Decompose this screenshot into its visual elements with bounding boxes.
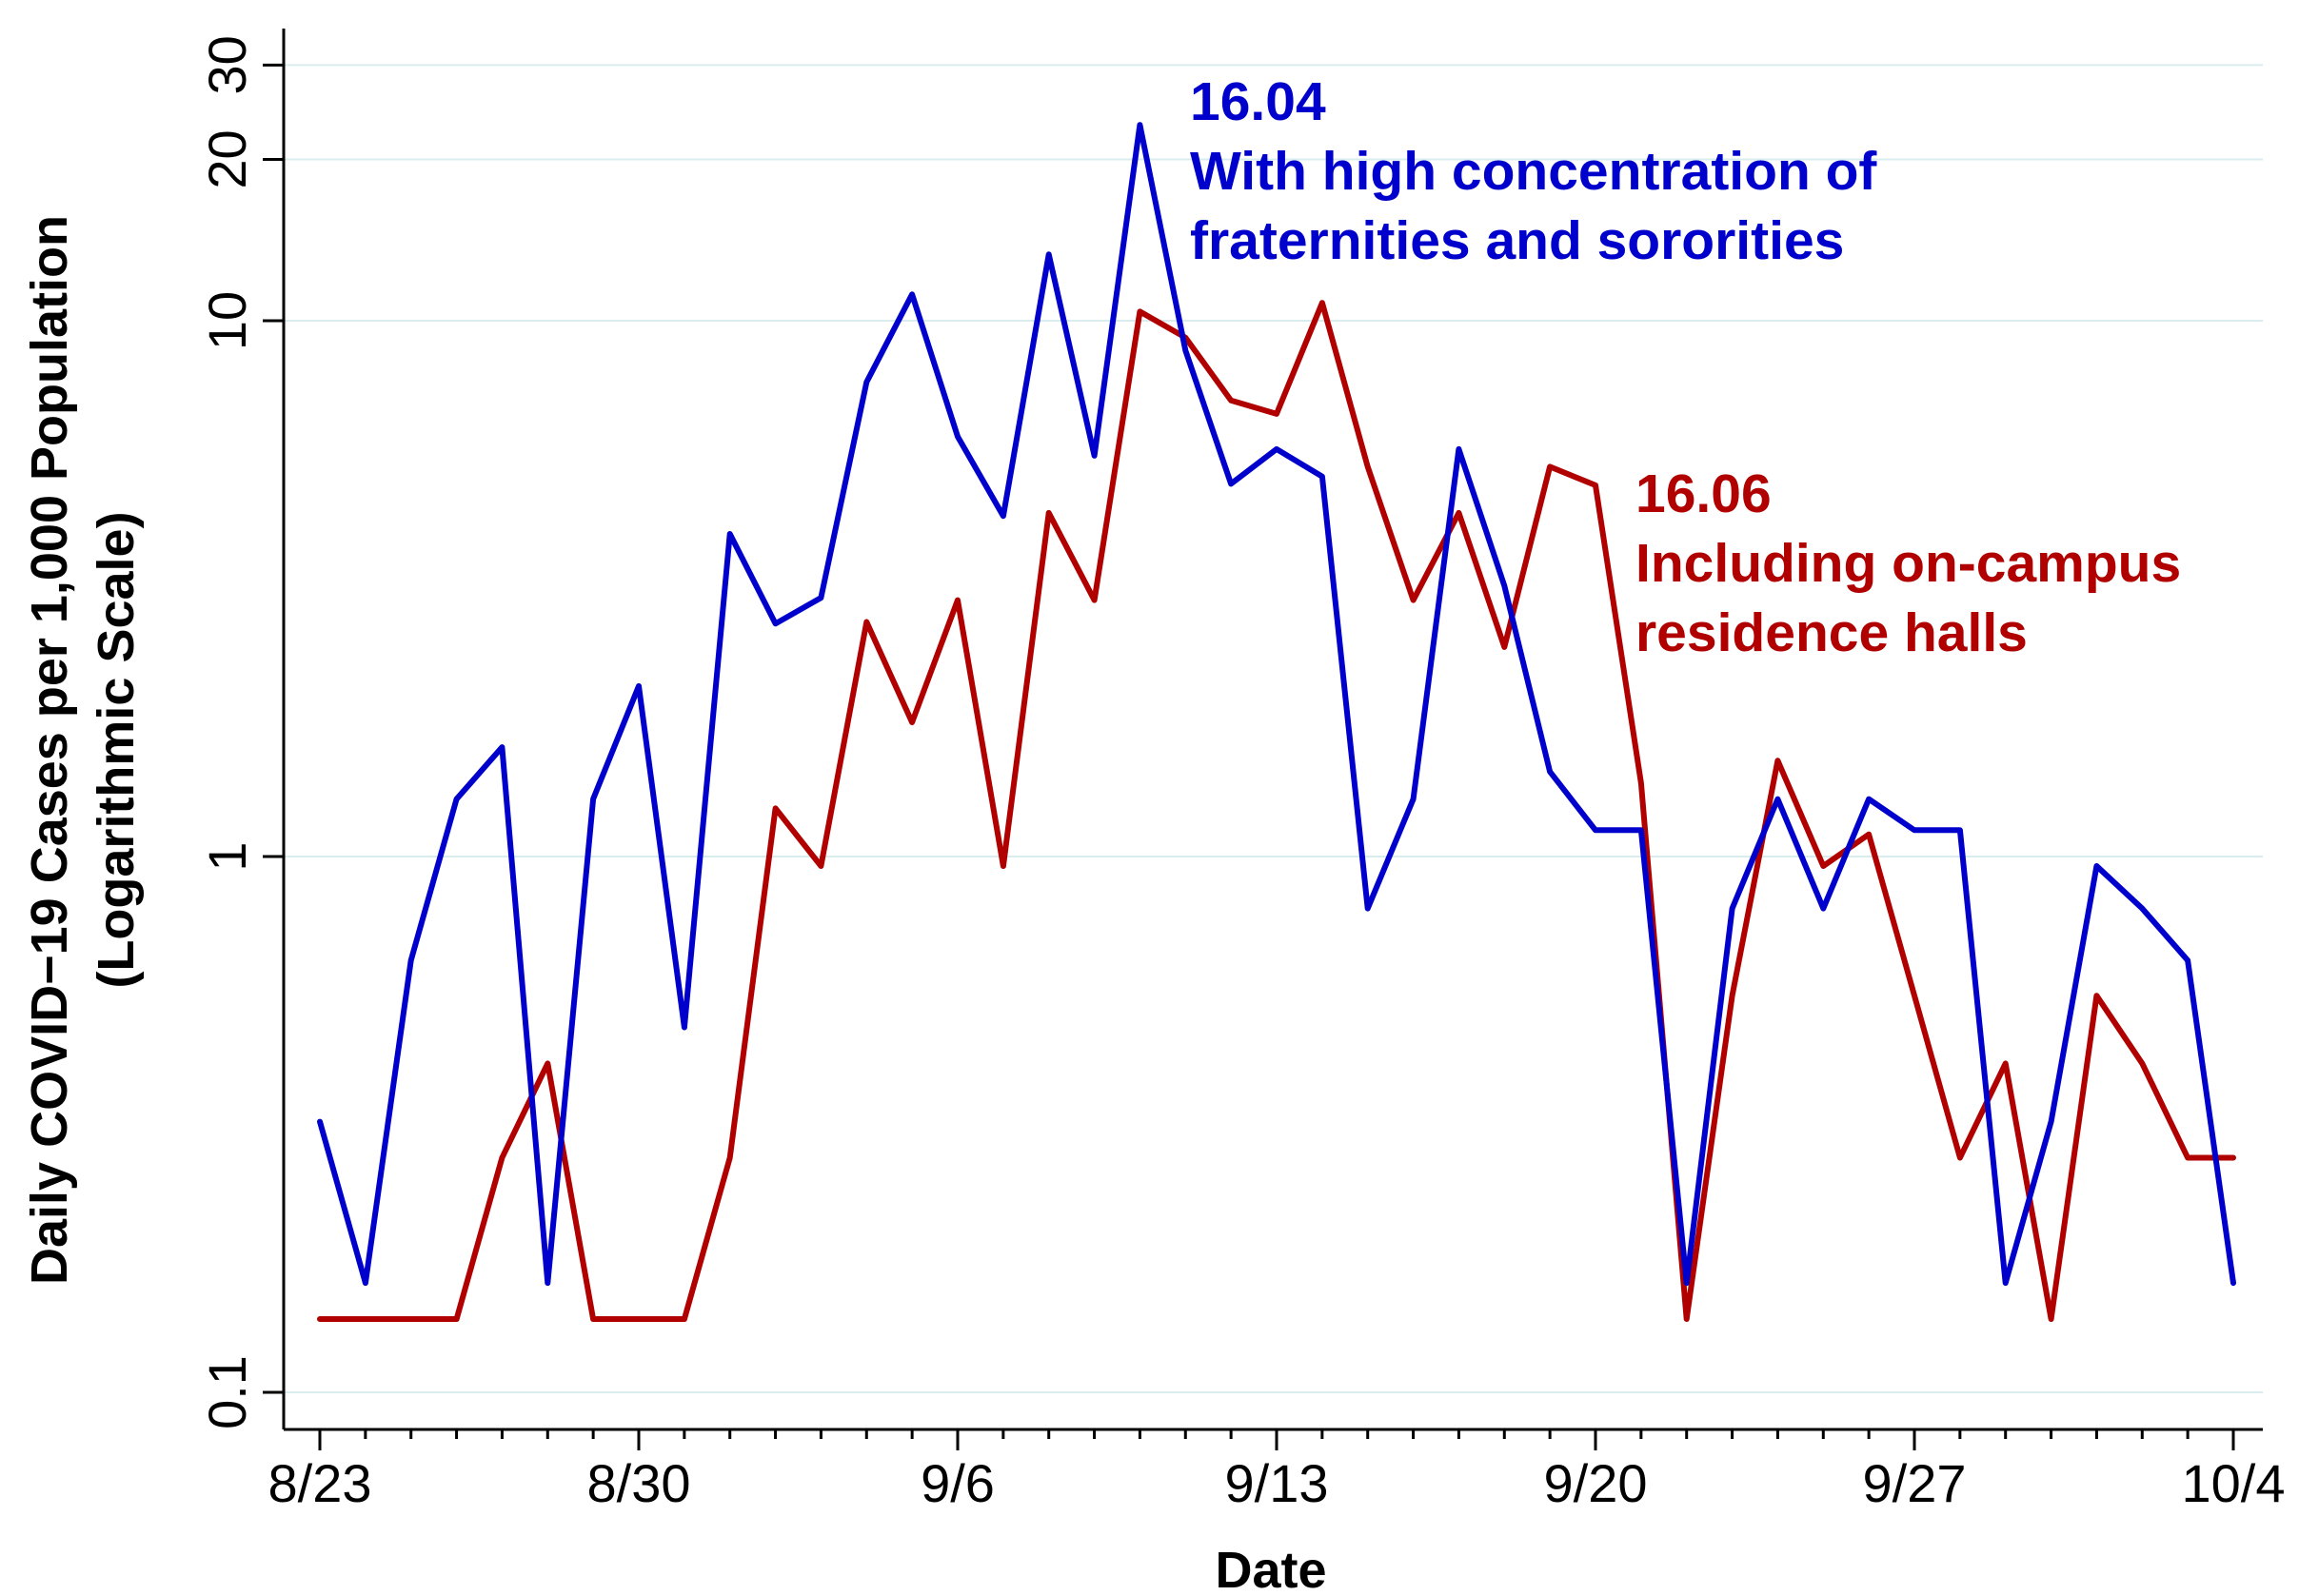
x-tick-label: 8/30 bbox=[586, 1453, 690, 1513]
blue-series-label-line1: With high concentration of bbox=[1190, 141, 1877, 202]
red-rate-label: 16.06 bbox=[1635, 463, 1772, 524]
x-tick-label: 8/23 bbox=[268, 1453, 372, 1513]
y-tick-label: 1 bbox=[197, 841, 257, 871]
annotation-blue: 16.04 With high concentration of fratern… bbox=[1190, 71, 1877, 271]
y-tick-label: 0.1 bbox=[197, 1355, 257, 1429]
x-tick-label: 10/4 bbox=[2181, 1453, 2285, 1513]
y-tick-label: 30 bbox=[197, 35, 257, 94]
y-ticks: 0.1 1 10 20 30 bbox=[197, 35, 284, 1429]
y-axis-title: Daily COVID−19 Cases per 1,000 Populatio… bbox=[21, 215, 78, 1285]
series-line-residence-halls bbox=[317, 300, 2236, 1322]
blue-rate-label: 16.04 bbox=[1190, 71, 1326, 132]
x-tick-label: 9/6 bbox=[921, 1453, 995, 1513]
annotation-red: 16.06 Including on-campus residence hall… bbox=[1635, 463, 2181, 663]
x-axis-title: Date bbox=[1215, 1542, 1326, 1596]
x-tick-label: 9/13 bbox=[1224, 1453, 1328, 1513]
blue-series-label-line2: fraternities and sororities bbox=[1190, 210, 1844, 271]
y-tick-label: 10 bbox=[197, 291, 257, 350]
y-tick-label: 20 bbox=[197, 129, 257, 188]
series-line-fraternities bbox=[317, 122, 2236, 1287]
y-axis-subtitle: (Logarithmic Scale) bbox=[88, 511, 145, 988]
x-ticks: 8/23 8/30 9/6 9/13 9/20 9/27 10/4 bbox=[268, 1429, 2285, 1513]
x-tick-label: 9/20 bbox=[1543, 1453, 1647, 1513]
x-tick-label: 9/27 bbox=[1862, 1453, 1966, 1513]
red-series-label-line1: Including on-campus bbox=[1635, 533, 2181, 594]
axes bbox=[282, 29, 2263, 1431]
series-lines bbox=[317, 122, 2236, 1322]
red-series-label-line2: residence halls bbox=[1635, 602, 2028, 663]
grid-lines bbox=[284, 64, 2263, 1393]
